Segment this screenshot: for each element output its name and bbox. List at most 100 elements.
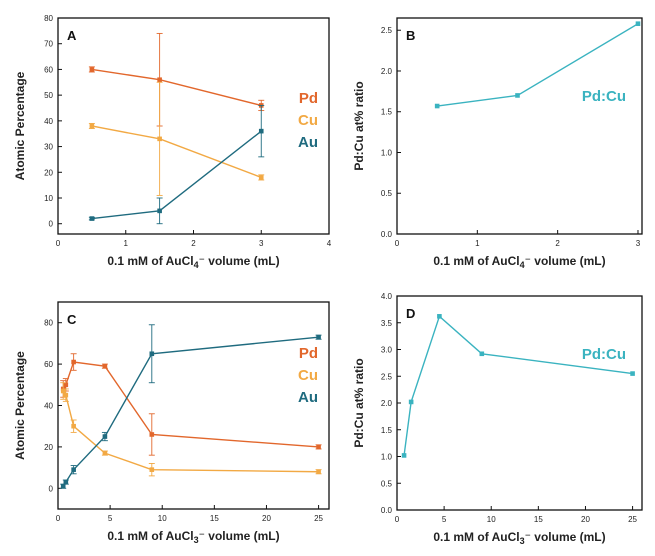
x-axis-title-subscript: 3 xyxy=(520,536,525,546)
x-tick-label: 10 xyxy=(487,515,496,524)
y-tick-label: 1.0 xyxy=(381,148,393,157)
x-axis-title-part1: 0.1 mM of AuCl xyxy=(433,530,519,544)
data-point xyxy=(63,479,69,485)
x-tick-label: 1 xyxy=(124,239,129,248)
data-point xyxy=(71,467,76,472)
data-point xyxy=(408,399,414,405)
y-tick-label: 4.0 xyxy=(381,292,393,301)
x-tick-label: 20 xyxy=(581,515,590,524)
panel-b: 0 1 2 3 0.0 0.5 1.0 1.5 2.0 2.5 0.1 mM of AuCl4⁻ v… xyxy=(352,17,643,270)
y-tick-label: 70 xyxy=(44,40,53,49)
legend-label: Cu xyxy=(298,112,318,129)
legend-label: Au xyxy=(298,134,318,151)
series-pd-cu xyxy=(401,314,635,458)
y-tick-label: 0.5 xyxy=(381,189,393,198)
data-point xyxy=(149,351,155,357)
series-cu xyxy=(60,382,322,477)
data-point xyxy=(71,359,76,365)
y-tick-label: 1.5 xyxy=(381,426,393,435)
y-tick-label: 0 xyxy=(49,220,54,229)
series-line xyxy=(91,68,262,107)
y-tick-label: 40 xyxy=(44,117,53,126)
plot-frame xyxy=(396,17,643,235)
y-tick-label: 80 xyxy=(44,14,53,23)
data-point xyxy=(437,314,442,319)
y-axis-title: Pd:Cu at% ratio xyxy=(352,358,366,447)
x-tick-label: 3 xyxy=(636,239,641,248)
x-axis-title: 0.1 mM of AuCl4⁻ volume (mL) xyxy=(433,254,605,270)
y-axis-title: Pd:Cu at% ratio xyxy=(352,81,366,170)
x-axis-title-subscript: 3 xyxy=(194,535,199,545)
data-point xyxy=(63,382,69,388)
series-au xyxy=(60,324,322,489)
data-point xyxy=(635,21,641,27)
y-tick-label: 3.0 xyxy=(381,346,393,355)
plot-frame xyxy=(396,295,643,511)
data-point xyxy=(479,351,485,357)
y-tick-label: 30 xyxy=(44,143,53,152)
x-axis-title-part1: 0.1 mM of AuCl xyxy=(107,254,193,268)
x-tick-label: 0 xyxy=(56,239,61,248)
legend-label: Pd:Cu xyxy=(582,346,626,363)
data-point xyxy=(149,467,155,472)
y-tick-label: 1.0 xyxy=(381,453,393,462)
series-line xyxy=(62,336,319,487)
y-tick-label: 0.5 xyxy=(381,479,393,488)
x-axis-title-subscript: 4 xyxy=(520,260,525,270)
data-point xyxy=(316,469,321,475)
x-axis-title-part1: 0.1 mM of AuCl xyxy=(433,254,519,268)
y-tick-label: 50 xyxy=(44,91,53,100)
data-point xyxy=(71,423,76,429)
data-point xyxy=(60,483,66,489)
y-tick-label: 0.0 xyxy=(381,230,393,239)
panel-letter: D xyxy=(406,306,415,321)
data-point xyxy=(258,128,264,134)
y-axis-title: Atomic Percentage xyxy=(13,351,27,460)
series-cu xyxy=(88,81,265,196)
y-tick-label: 60 xyxy=(44,360,53,369)
series-pd xyxy=(88,32,265,127)
y-tick-label: 20 xyxy=(44,443,53,452)
data-point xyxy=(102,363,108,369)
series-line xyxy=(403,315,633,456)
data-point xyxy=(157,77,162,83)
y-tick-label: 0.0 xyxy=(381,506,393,515)
x-tick-label: 5 xyxy=(108,514,113,523)
x-tick-label: 0 xyxy=(395,515,400,524)
x-tick-label: 0 xyxy=(395,239,400,248)
panel-d: 0 5 10 15 20 25 0.0 0.5 1.0 1.5 2.0 2.5 3.0 3.5 4.0 0.1… xyxy=(352,292,643,546)
x-axis-title: 0.1 mM of AuCl3⁻ volume (mL) xyxy=(107,529,279,545)
y-tick-label: 40 xyxy=(44,402,53,411)
panel-letter: C xyxy=(67,312,77,327)
data-point xyxy=(89,216,95,221)
data-point xyxy=(102,450,108,456)
x-axis-title-part2: ⁻ volume (mL) xyxy=(199,529,280,543)
x-tick-label: 10 xyxy=(158,514,167,523)
series-line xyxy=(91,130,262,220)
data-point xyxy=(630,371,635,376)
panel-c: 0 5 10 15 20 25 0 20 40 60 80 0.1 mM of AuCl3⁻ volu… xyxy=(13,301,330,545)
y-tick-label: 20 xyxy=(44,168,53,177)
y-tick-label: 2.0 xyxy=(381,67,393,76)
data-point xyxy=(149,432,155,437)
data-point xyxy=(157,208,162,214)
legend-label: Cu xyxy=(298,367,318,384)
series-au xyxy=(88,104,265,225)
y-tick-label: 0 xyxy=(49,484,54,493)
x-tick-label: 15 xyxy=(210,514,219,523)
data-point xyxy=(102,434,108,439)
legend-label: Au xyxy=(298,389,318,406)
series-pd xyxy=(60,353,322,456)
y-tick-label: 2.5 xyxy=(381,372,393,381)
x-tick-label: 25 xyxy=(314,514,323,523)
x-axis-title-part1: 0.1 mM of AuCl xyxy=(107,529,193,543)
panel-letter: A xyxy=(67,28,77,43)
data-point xyxy=(515,93,520,98)
data-point xyxy=(89,123,95,129)
panel-letter: B xyxy=(406,28,415,43)
x-tick-label: 20 xyxy=(262,514,271,523)
data-point xyxy=(60,388,66,394)
y-tick-label: 3.5 xyxy=(381,319,393,328)
